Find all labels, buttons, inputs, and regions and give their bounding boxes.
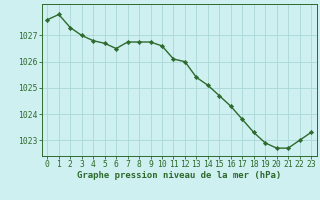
X-axis label: Graphe pression niveau de la mer (hPa): Graphe pression niveau de la mer (hPa)	[77, 171, 281, 180]
